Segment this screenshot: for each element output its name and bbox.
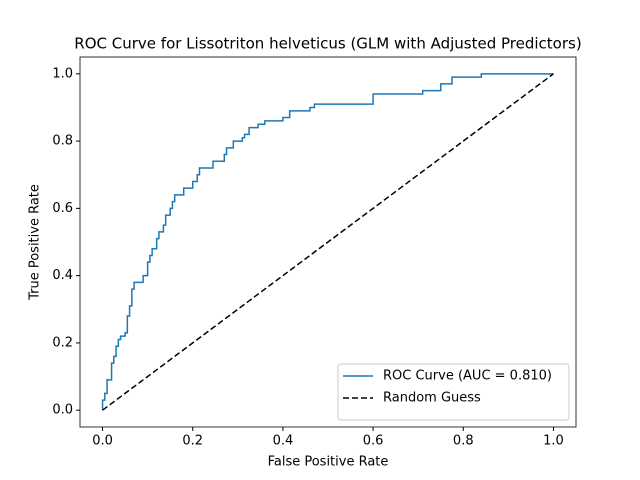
plot-frame	[79, 56, 577, 428]
y-tick-label: 0.6	[52, 201, 73, 216]
x-tick-label: 0.4	[273, 434, 294, 449]
y-axis-label: True Positive Rate	[28, 184, 43, 301]
x-tick-label: 0.8	[453, 434, 474, 449]
x-axis-label: False Positive Rate	[268, 455, 389, 470]
legend-label: Random Guess	[383, 391, 481, 406]
legend-label: ROC Curve (AUC = 0.810)	[383, 369, 552, 384]
y-tick-label: 0.2	[52, 335, 73, 350]
y-tick-label: 0.0	[52, 403, 73, 418]
y-tick-label: 1.0	[52, 66, 73, 81]
chart-title: ROC Curve for Lissotriton helveticus (GL…	[74, 35, 581, 53]
x-tick-label: 0.0	[92, 434, 113, 449]
x-tick-label: 1.0	[543, 434, 564, 449]
y-tick-label: 0.4	[52, 268, 73, 283]
x-tick-label: 0.6	[363, 434, 384, 449]
series-line	[101, 73, 554, 411]
y-tick-label: 0.8	[52, 134, 73, 149]
legend-box	[337, 363, 570, 421]
series-line	[102, 73, 554, 411]
x-tick-label: 0.2	[182, 434, 203, 449]
